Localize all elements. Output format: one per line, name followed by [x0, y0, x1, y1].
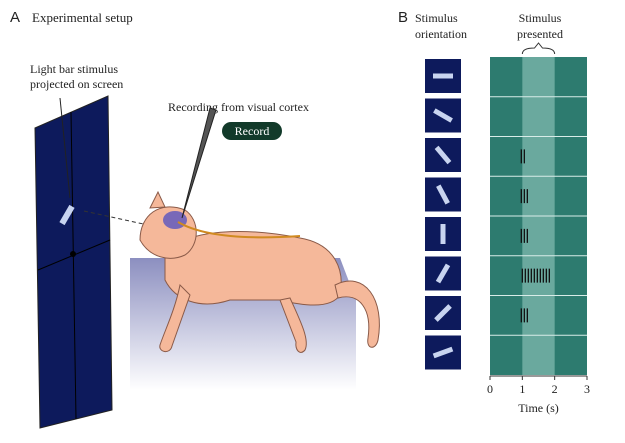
stimulus-label: Light bar stimulus projected on screen [30, 62, 124, 91]
screen-line [70, 111, 77, 420]
cat-ear [149, 190, 166, 209]
icon-bar [433, 73, 453, 79]
gaze-line [83, 210, 149, 226]
icon-bar [436, 184, 450, 205]
panel-letter: A [10, 9, 20, 26]
stimulus-label-box: Light bar stimulus projected on screen [30, 62, 124, 91]
icon-bar [432, 346, 454, 359]
record-button[interactable] [222, 122, 282, 140]
x-tick-label: 2 [552, 382, 558, 396]
icon-bar [435, 263, 451, 284]
cat-tail [334, 280, 380, 348]
fixation-dot [70, 251, 76, 257]
icon-bar [434, 304, 452, 322]
orientation-header: Stimulus orientation [415, 11, 467, 41]
orientation-header-box: Stimulus orientation [415, 11, 467, 41]
pathway [177, 221, 301, 239]
icon-bar [434, 145, 452, 165]
raster: 0 1 2 3 Time (s) [487, 42, 590, 415]
light-bar [59, 204, 75, 226]
brace [521, 42, 556, 55]
panel-title: Experimental setup [32, 10, 133, 25]
electrode [181, 107, 217, 219]
pointer [59, 97, 71, 199]
icon-bar [440, 224, 446, 244]
cat-leg [279, 297, 307, 353]
presented-header: Stimulus presented [517, 11, 563, 41]
cat-leg [159, 283, 191, 352]
x-tick-label: 3 [584, 382, 590, 396]
orientation-icons [425, 59, 461, 370]
recording-label: Recording from visual cortex [168, 100, 309, 114]
record-text: Record [235, 124, 270, 138]
panel-letter: B [398, 9, 408, 26]
x-tick-label: 0 [487, 382, 493, 396]
x-tick-label: 1 [519, 382, 525, 396]
icon-bar [433, 108, 453, 123]
presented-header-box: Stimulus presented [517, 11, 563, 41]
x-axis-label: Time (s) [518, 401, 559, 415]
